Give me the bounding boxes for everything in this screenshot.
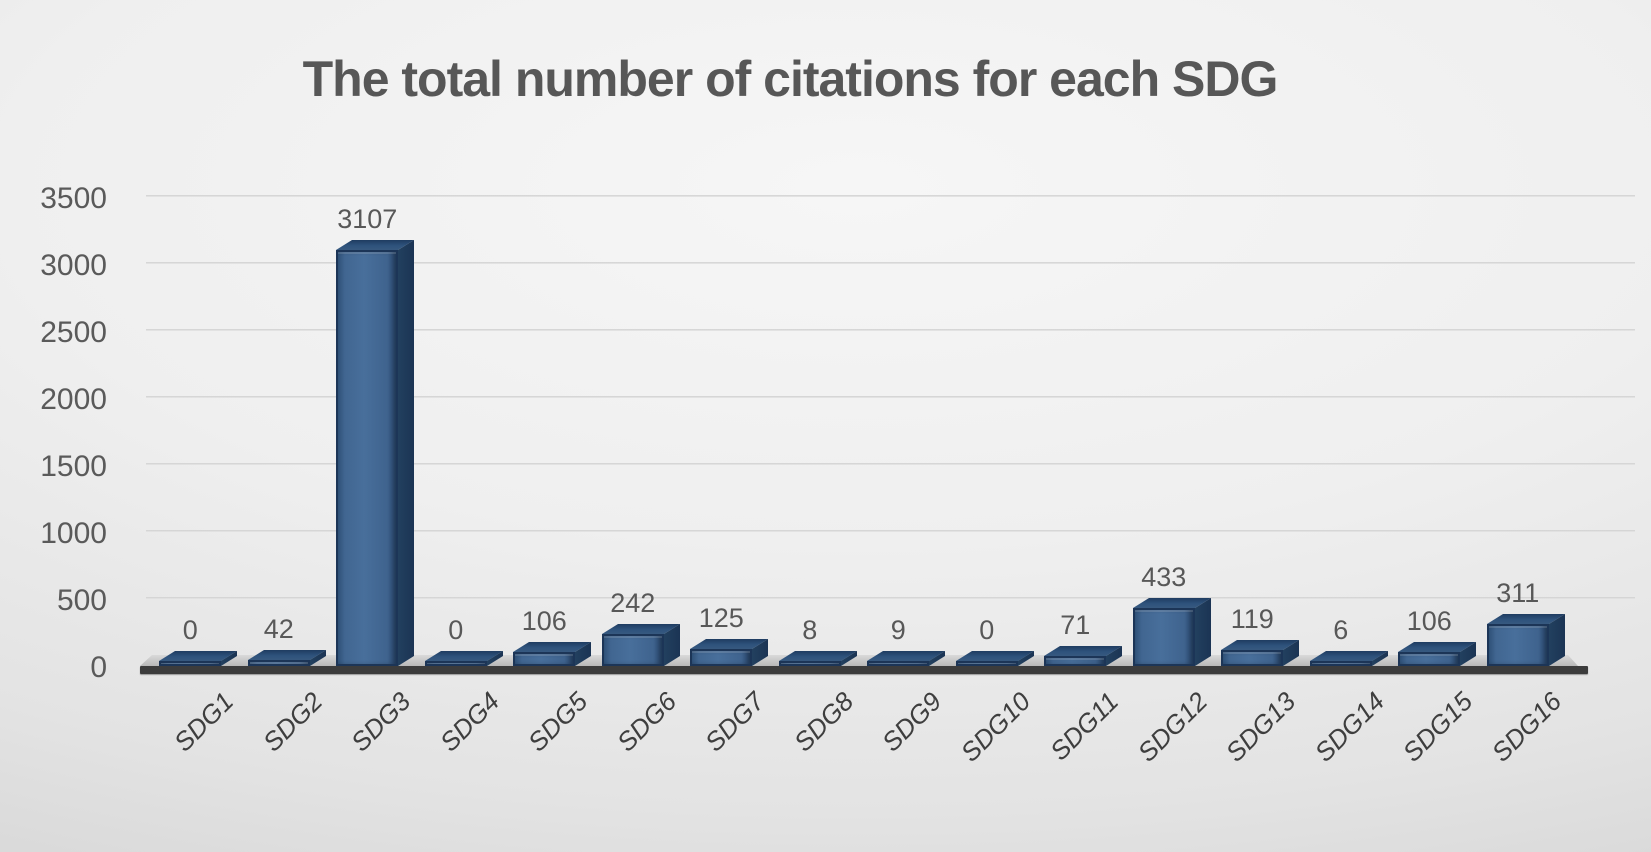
bar-top-face	[602, 624, 680, 634]
value-label: 106	[521, 606, 567, 636]
chart-floor-edge	[140, 666, 1588, 674]
gridline	[146, 396, 1635, 398]
bar	[1398, 652, 1460, 666]
value-label: 311	[1496, 578, 1540, 608]
bar-top-face	[1487, 614, 1565, 624]
gridline	[146, 329, 1635, 331]
value-label: 8	[802, 615, 818, 645]
bar-top-face	[248, 650, 326, 660]
bar-top-face	[779, 651, 857, 661]
bar-top-face	[1221, 640, 1299, 650]
bar	[602, 634, 664, 666]
bar-side-face	[664, 624, 680, 666]
y-tick-label: 1500	[40, 450, 107, 483]
bar	[1044, 656, 1106, 666]
y-tick-label: 500	[56, 584, 107, 617]
value-label: 0	[448, 615, 464, 645]
gridline	[146, 530, 1635, 532]
value-label: 6	[1333, 615, 1349, 645]
bar-top-face	[1310, 651, 1388, 661]
bar-side-face	[398, 240, 414, 666]
bar	[867, 661, 929, 666]
y-tick-label: 2500	[40, 316, 107, 349]
value-label: 106	[1406, 606, 1452, 636]
y-tick-label: 3500	[40, 182, 107, 215]
bar	[425, 661, 487, 666]
y-tick-label: 1000	[40, 517, 107, 550]
value-label: 3107	[337, 204, 398, 234]
value-label: 119	[1230, 604, 1274, 634]
bar	[248, 660, 310, 666]
bar	[1310, 661, 1372, 666]
bar	[779, 661, 841, 666]
y-tick-label: 2000	[40, 383, 107, 416]
bar	[159, 661, 221, 666]
value-label: 433	[1141, 562, 1187, 592]
bar-top-face	[690, 639, 768, 649]
value-label: 0	[979, 615, 995, 645]
gridline	[146, 597, 1635, 599]
gridline	[146, 195, 1635, 197]
gridline	[146, 262, 1635, 264]
bar-top-face	[956, 651, 1034, 661]
value-label: 71	[1060, 610, 1091, 640]
bar-top-face	[1044, 646, 1122, 656]
value-label: 0	[182, 615, 198, 645]
bar-top-face	[336, 240, 414, 250]
chart-floor	[140, 655, 1578, 666]
bar	[1487, 624, 1549, 666]
bar-side-face	[1195, 598, 1211, 666]
bar-top-face	[1133, 598, 1211, 608]
value-label: 125	[698, 603, 744, 633]
bar-top-face	[513, 642, 591, 652]
bar-top-face	[425, 651, 503, 661]
y-tick-label: 3000	[40, 249, 107, 282]
bar	[1133, 608, 1195, 666]
bar	[336, 250, 398, 666]
bar-top-face	[159, 651, 237, 661]
bar	[690, 649, 752, 666]
bar-top-face	[867, 651, 945, 661]
chart-title: The total number of citations for each S…	[302, 51, 1279, 107]
bar	[956, 661, 1018, 666]
bar	[1221, 650, 1283, 666]
bar-top-face	[1398, 642, 1476, 652]
bar-side-face	[1549, 614, 1565, 666]
y-tick-label: 0	[90, 651, 107, 684]
bar	[513, 652, 575, 666]
gridline	[146, 463, 1635, 465]
value-label: 9	[890, 615, 906, 645]
value-label: 42	[263, 614, 294, 644]
value-label: 242	[610, 588, 656, 618]
